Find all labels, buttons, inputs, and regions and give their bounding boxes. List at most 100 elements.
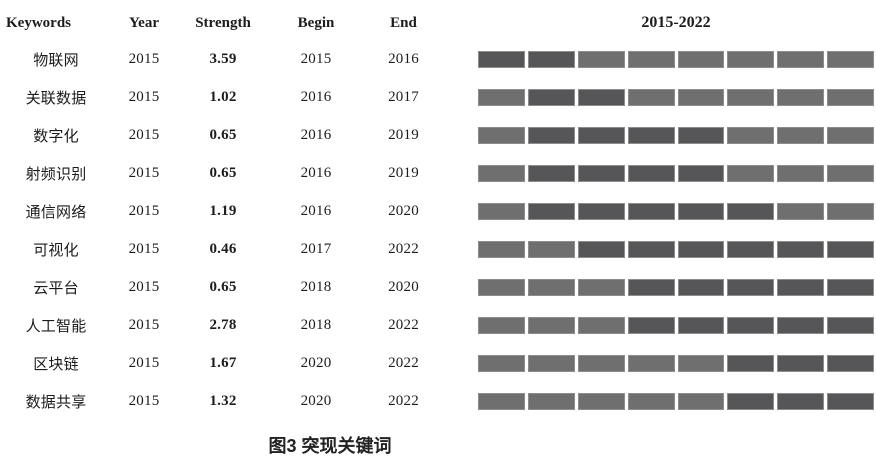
burst-year-segment — [827, 240, 874, 258]
burst-year-segment — [777, 316, 825, 334]
base-year-segment — [577, 392, 625, 410]
column-header-end: End — [390, 14, 417, 31]
table-row: 关联数据 2015 1.02 2016 2017 — [0, 78, 876, 116]
keyword-cell: 人工智能 — [25, 318, 87, 335]
strength-cell: 3.59 — [209, 50, 237, 67]
table-row: 人工智能 2015 2.78 2018 2022 — [0, 306, 876, 344]
timeline-bar — [478, 50, 874, 68]
burst-year-segment — [677, 202, 725, 220]
timeline-bar — [478, 354, 874, 372]
base-year-segment — [827, 126, 874, 144]
base-year-segment — [827, 50, 874, 68]
year-cell: 2015 — [128, 50, 160, 67]
burst-year-segment — [727, 316, 775, 334]
burst-year-segment — [677, 240, 725, 258]
table-rows: 物联网 2015 3.59 2015 2016 关联数据 2015 1.02 2… — [0, 40, 876, 420]
burst-year-segment — [627, 278, 675, 296]
begin-cell: 2020 — [300, 392, 332, 409]
timeline-bar — [478, 240, 874, 258]
base-year-segment — [527, 240, 575, 258]
burst-year-segment — [827, 354, 874, 372]
end-cell: 2016 — [388, 50, 419, 67]
table-row: 射频识别 2015 0.65 2016 2019 — [0, 154, 876, 192]
begin-cell: 2016 — [300, 164, 332, 181]
base-year-segment — [827, 164, 874, 182]
base-year-segment — [478, 240, 525, 258]
burst-year-segment — [627, 240, 675, 258]
base-year-segment — [577, 316, 625, 334]
keyword-cell: 可视化 — [33, 242, 79, 259]
base-year-segment — [727, 88, 775, 106]
end-cell: 2020 — [388, 202, 419, 219]
begin-cell: 2020 — [300, 354, 332, 371]
burst-year-segment — [677, 126, 725, 144]
base-year-segment — [827, 202, 874, 220]
base-year-segment — [627, 88, 675, 106]
year-cell: 2015 — [128, 126, 160, 143]
figure-caption: 图3 突现关键词 — [268, 436, 392, 456]
base-year-segment — [478, 126, 525, 144]
year-cell: 2015 — [128, 316, 160, 333]
timeline-bar — [478, 392, 874, 410]
table-row: 物联网 2015 3.59 2015 2016 — [0, 40, 876, 78]
strength-cell: 0.65 — [209, 126, 237, 143]
strength-cell: 0.46 — [209, 240, 237, 257]
timeline-bar — [478, 278, 874, 296]
begin-cell: 2017 — [300, 240, 332, 257]
strength-cell: 0.65 — [209, 278, 237, 295]
base-year-segment — [527, 316, 575, 334]
table-row: 通信网络 2015 1.19 2016 2020 — [0, 192, 876, 230]
base-year-segment — [478, 392, 525, 410]
begin-cell: 2018 — [300, 278, 332, 295]
burst-year-segment — [577, 164, 625, 182]
end-cell: 2019 — [388, 164, 419, 181]
year-cell: 2015 — [128, 202, 160, 219]
timeline-bar — [478, 126, 874, 144]
begin-cell: 2016 — [300, 202, 332, 219]
keyword-cell: 物联网 — [33, 52, 79, 69]
keyword-cell: 通信网络 — [25, 204, 87, 221]
year-cell: 2015 — [128, 240, 160, 257]
column-header-strength: Strength — [195, 14, 251, 31]
base-year-segment — [727, 164, 775, 182]
timeline-bar — [478, 88, 874, 106]
base-year-segment — [478, 278, 525, 296]
year-cell: 2015 — [128, 88, 160, 105]
begin-cell: 2016 — [300, 126, 332, 143]
burst-year-segment — [827, 316, 874, 334]
base-year-segment — [478, 316, 525, 334]
end-cell: 2022 — [388, 392, 419, 409]
base-year-segment — [478, 354, 525, 372]
year-cell: 2015 — [128, 354, 160, 371]
table-row: 区块链 2015 1.67 2020 2022 — [0, 344, 876, 382]
end-cell: 2022 — [388, 354, 419, 371]
burst-year-segment — [727, 392, 775, 410]
burst-year-segment — [627, 164, 675, 182]
burst-year-segment — [527, 126, 575, 144]
base-year-segment — [777, 50, 825, 68]
begin-cell: 2015 — [300, 50, 332, 67]
burst-year-segment — [627, 202, 675, 220]
keyword-cell: 关联数据 — [25, 90, 87, 107]
burst-year-segment — [527, 164, 575, 182]
burst-year-segment — [627, 316, 675, 334]
burst-year-segment — [627, 126, 675, 144]
burst-year-segment — [478, 50, 525, 68]
keyword-cell: 数据共享 — [25, 394, 87, 411]
base-year-segment — [777, 88, 825, 106]
base-year-segment — [627, 392, 675, 410]
burst-year-segment — [577, 88, 625, 106]
strength-cell: 1.67 — [209, 354, 237, 371]
timeline-bar — [478, 316, 874, 334]
burst-year-segment — [777, 278, 825, 296]
burst-year-segment — [727, 202, 775, 220]
burst-year-segment — [527, 202, 575, 220]
timeline-bar — [478, 202, 874, 220]
year-cell: 2015 — [128, 164, 160, 181]
burst-year-segment — [777, 392, 825, 410]
year-cell: 2015 — [128, 392, 160, 409]
burst-year-segment — [577, 202, 625, 220]
base-year-segment — [777, 126, 825, 144]
strength-cell: 1.02 — [209, 88, 237, 105]
